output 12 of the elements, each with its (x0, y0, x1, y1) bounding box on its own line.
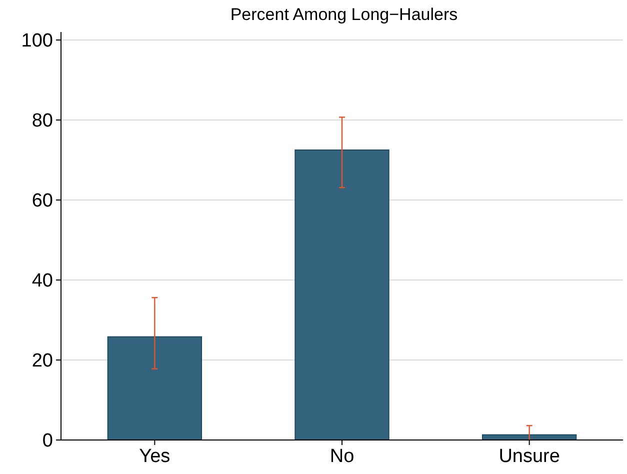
bar (294, 150, 390, 440)
y-tick-label: 60 (32, 190, 53, 212)
y-tick-label: 0 (42, 430, 53, 452)
y-tick-label: 80 (32, 110, 53, 132)
y-tick-label: 100 (21, 30, 53, 52)
bar (107, 336, 202, 440)
chart-title: Percent Among Long−Haulers (230, 5, 458, 24)
y-tick-label: 20 (32, 350, 53, 372)
x-tick-label: Yes (139, 446, 170, 467)
x-tick-label: No (330, 446, 354, 467)
x-tick-label: Unsure (498, 446, 560, 467)
y-tick-label: 40 (32, 270, 53, 292)
